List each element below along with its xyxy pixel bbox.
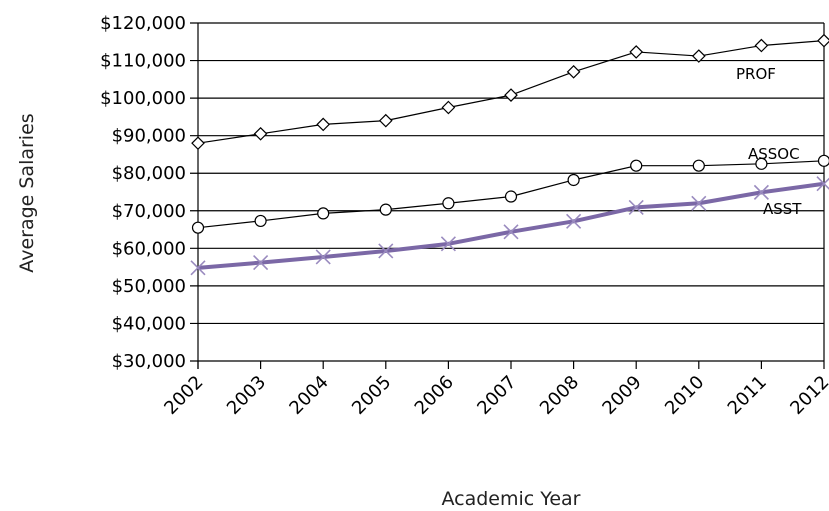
- data-point-assoc: [567, 173, 580, 187]
- x-tick-label: 2008: [536, 372, 583, 419]
- data-point-asst: [691, 195, 707, 211]
- series-label-prof: PROF: [736, 65, 776, 83]
- x-tick-label: 2006: [411, 372, 458, 419]
- data-point-prof: [378, 113, 393, 128]
- data-point-prof: [691, 49, 706, 63]
- y-tick-label: $120,000: [100, 13, 186, 34]
- y-tick-label: $50,000: [112, 276, 186, 297]
- x-tick-label: 2010: [661, 372, 708, 419]
- data-point-asst: [503, 224, 519, 240]
- data-point-asst: [315, 249, 331, 265]
- x-tick-label: 2011: [724, 372, 771, 419]
- data-point-assoc: [755, 157, 768, 170]
- series-lines: [190, 33, 829, 276]
- data-point-assoc: [504, 190, 518, 203]
- y-tick-label: $110,000: [100, 51, 186, 72]
- data-point-prof: [566, 64, 581, 79]
- data-point-assoc: [254, 214, 267, 228]
- data-point-assoc: [817, 154, 829, 167]
- data-point-prof: [504, 88, 518, 102]
- series-label-assoc: ASSOC: [748, 145, 800, 163]
- y-tick-labels: $30,000 $40,000 $50,000 $60,000 $70,000 $80,0…: [100, 13, 186, 372]
- x-tick-label: 2012: [786, 372, 829, 419]
- data-point-prof: [253, 126, 268, 141]
- gridlines: [190, 22, 824, 362]
- y-tick-label: $100,000: [100, 88, 186, 109]
- data-point-asst: [628, 199, 644, 215]
- series-label-asst: ASST: [763, 200, 802, 218]
- x-tick-labels: 2002 2003 2004 2005 2006 2007 2008 2009 2010 2011…: [160, 372, 829, 419]
- x-tick-label: 2002: [160, 372, 207, 419]
- data-point-assoc: [630, 159, 643, 172]
- data-point-assoc: [317, 207, 330, 220]
- data-point-prof: [817, 33, 829, 48]
- data-point-prof: [629, 45, 644, 59]
- x-tick-label: 2005: [348, 372, 395, 419]
- y-tick-label: $90,000: [112, 126, 186, 147]
- data-point-prof: [191, 136, 205, 151]
- x-tick-label: 2004: [285, 372, 332, 419]
- series-labels: PROF ASSOC ASST: [736, 65, 802, 218]
- data-point-assoc: [191, 221, 205, 234]
- axes: [197, 23, 825, 369]
- data-point-assoc: [692, 159, 705, 172]
- data-point-asst: [753, 184, 769, 200]
- data-point-asst: [253, 255, 269, 271]
- data-point-prof: [316, 117, 331, 132]
- x-tick-label: 2007: [473, 372, 520, 419]
- data-point-prof: [754, 38, 769, 53]
- data-point-asst: [190, 260, 206, 276]
- x-axis-title: Academic Year: [441, 488, 580, 510]
- y-tick-label: $40,000: [112, 313, 186, 334]
- y-axis-title: Average Salaries: [16, 113, 38, 272]
- data-point-asst: [566, 213, 582, 229]
- x-tick-label: 2003: [223, 372, 270, 419]
- y-tick-label: $70,000: [112, 201, 186, 222]
- y-tick-label: $60,000: [112, 238, 186, 259]
- y-tick-label: $30,000: [112, 351, 186, 372]
- data-point-assoc: [442, 197, 455, 210]
- data-point-asst: [440, 236, 456, 252]
- x-tick-label: 2009: [598, 372, 645, 419]
- data-point-asst: [378, 243, 394, 259]
- data-point-prof: [441, 100, 456, 115]
- data-point-assoc: [379, 203, 392, 216]
- y-tick-label: $80,000: [112, 163, 186, 184]
